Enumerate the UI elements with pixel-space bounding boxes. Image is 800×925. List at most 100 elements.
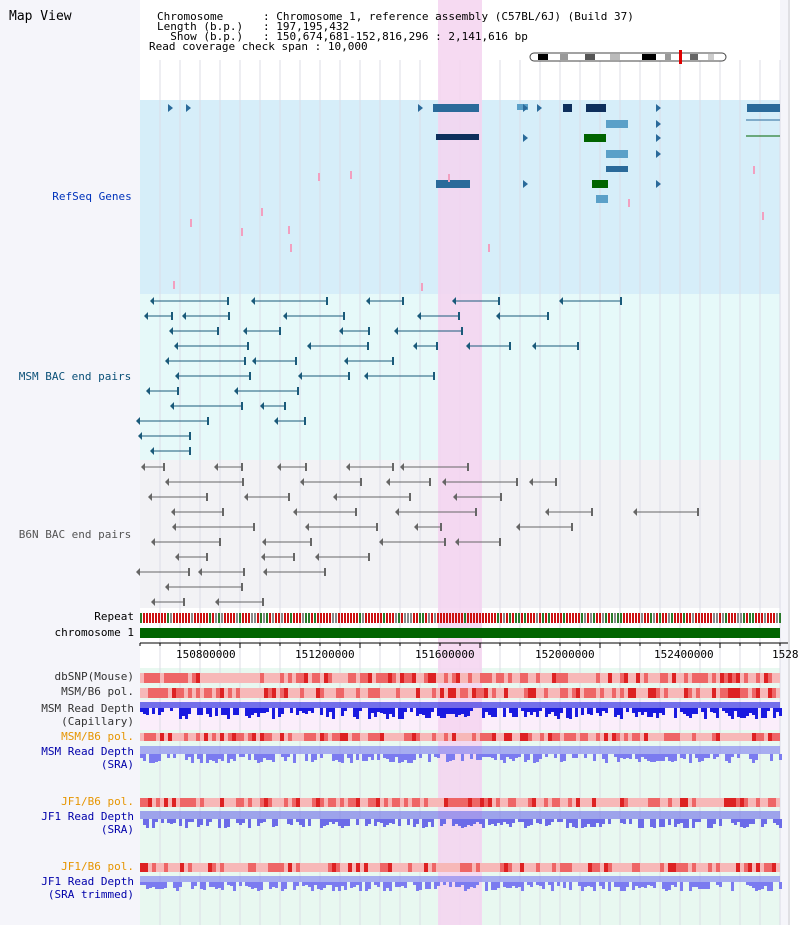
polymorphism-cell [724,688,728,698]
track-label-msm-depth-capillary[interactable]: MSM Read Depth [41,702,134,715]
polymorphism-cell [304,673,308,683]
track-label-msm-bac[interactable]: MSM BAC end pairs [18,370,132,383]
polymorphism-cell [548,673,552,683]
chromosome-bar [140,628,780,638]
read-depth-bar [575,819,578,828]
track-label-b6n-bac[interactable]: B6N BAC end pairs [18,528,132,541]
polymorphism-cell [460,673,464,683]
msm-bac-pair-end [249,372,251,380]
b6n-bac-pair-end [222,508,224,516]
polymorphism-cell [556,733,560,741]
polymorphism-cell [260,688,264,698]
track-label-jf1-b6-pol-2[interactable]: JF1/B6 pol. [61,860,134,873]
polymorphism-cell [156,688,160,698]
read-depth-bar [665,754,668,757]
read-depth-bar [425,882,428,889]
polymorphism-cell [232,863,236,872]
polymorphism-cell [560,688,564,698]
track-label-dbsnp[interactable]: dbSNP(Mouse) [54,670,134,683]
polymorphism-cell [320,673,324,683]
read-depth-bar [209,754,212,760]
read-depth-bar [764,708,767,718]
track-label-jf1-b6-pol[interactable]: JF1/B6 pol. [61,795,134,808]
polymorphism-cell [732,688,736,698]
read-depth-bar [695,708,698,714]
polymorphism-cell [588,688,592,698]
read-depth-bar [608,882,611,891]
read-depth-bar [626,708,629,712]
polymorphism-cell [488,733,492,741]
polymorphism-cell [400,673,404,683]
polymorphism-cell [312,673,316,683]
repeat-mark [371,613,373,623]
repeat-mark [320,613,322,623]
read-depth-bar [179,708,182,719]
repeat-mark [659,613,661,623]
polymorphism-cell [664,863,668,872]
polymorphism-cell [388,733,392,741]
track-label-refseq[interactable]: RefSeq Genes [52,190,132,203]
polymorphism-cell [732,673,736,683]
polymorphism-cell [604,673,608,683]
polymorphism-cell [616,798,620,807]
read-depth-bar [236,708,239,715]
gene-block [586,104,606,112]
read-depth-bar [335,819,338,822]
repeat-mark [179,613,181,623]
polymorphism-cell [144,733,148,741]
b6n-bac-pair-end [288,493,290,501]
gene-tick [421,283,423,291]
read-depth-bar [581,882,584,891]
read-depth-bar [644,708,647,712]
repeat-mark [452,613,454,623]
track-label-msm-b6-pol[interactable]: MSM/B6 pol. [61,685,134,698]
gene-arrow [656,180,661,188]
track-label-msm-depth-sra[interactable]: MSM Read Depth [41,745,134,758]
track-label-jf1-depth-trimmed[interactable]: JF1 Read Depth [41,875,134,888]
read-depth-bar [629,819,632,824]
read-depth-bar [644,754,647,759]
b6n-bac-pair-end [206,553,208,561]
polymorphism-cell [296,688,300,698]
track-label-jf1-depth-sra[interactable]: JF1 Read Depth [41,810,134,823]
read-depth-bar [365,754,368,761]
read-depth-bar [527,708,530,712]
track-label-msm-b6-pol-2[interactable]: MSM/B6 pol. [61,730,134,743]
polymorphism-cell [500,863,504,872]
polymorphism-cell [392,798,396,807]
polymorphism-cell [664,798,668,807]
polymorphism-cell [196,673,200,683]
polymorphism-cell [708,863,712,872]
polymorphism-cell [652,673,656,683]
read-depth-bar [650,819,653,827]
read-depth-bar [287,819,290,824]
read-depth-bar [671,882,674,885]
repeat-mark [149,613,151,623]
read-depth-bar [458,708,461,715]
polymorphism-cell [444,688,448,698]
read-depth-bar [695,882,698,887]
read-depth-bar [158,708,161,715]
polymorphism-cell [664,733,668,741]
read-depth-bar [383,754,386,758]
polymorphism-cell [584,673,588,683]
polymorphism-cell [272,688,276,698]
polymorphism-cell [648,733,652,741]
track-label-chromosome[interactable]: chromosome 1 [54,626,134,639]
gene-tick [261,208,263,216]
msm-bac-pair-end [532,342,536,350]
read-depth-bar [284,754,287,761]
polymorphism-cell [720,688,724,698]
repeat-mark [686,613,688,623]
read-depth-bar [143,882,146,885]
polymorphism-cell [344,798,348,807]
polymorphism-cell [468,863,472,872]
read-depth-bar [476,819,479,822]
polymorphism-cell [748,798,752,807]
read-depth-base [140,702,780,708]
read-depth-bar [209,708,212,717]
read-depth-bar [329,708,332,712]
track-label-repeat[interactable]: Repeat [94,610,134,623]
